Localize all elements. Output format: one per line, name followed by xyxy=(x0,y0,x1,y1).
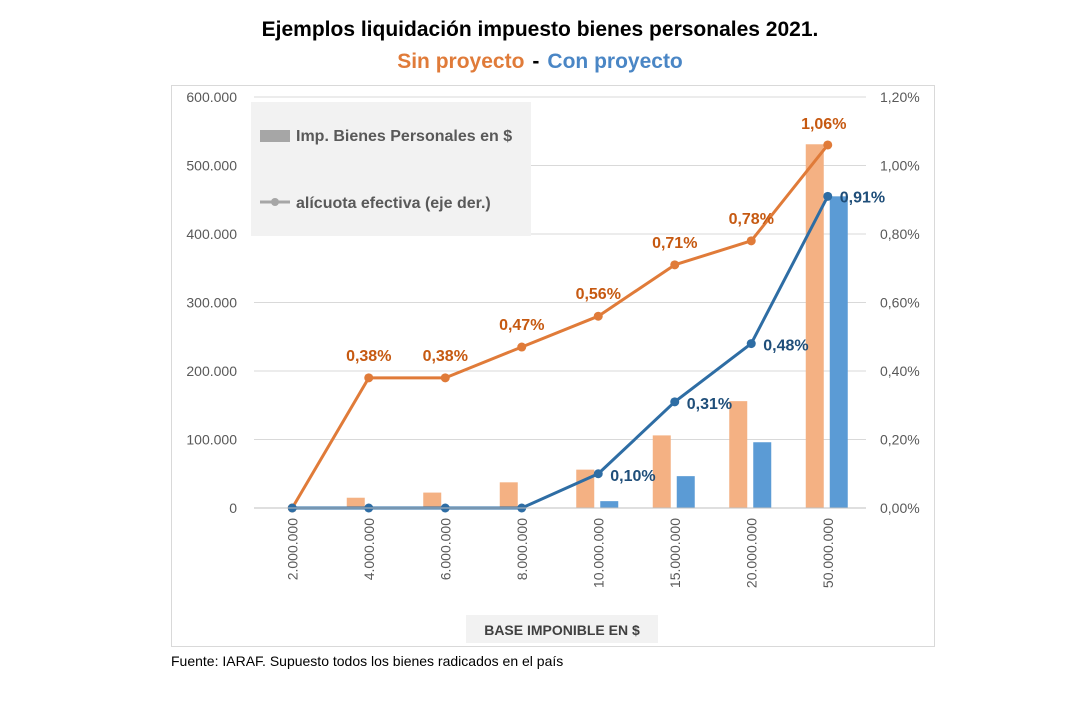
y-right-tick-label: 1,00% xyxy=(880,158,920,174)
point-con-proyecto xyxy=(823,191,833,201)
y-left-tick-label: 200.000 xyxy=(186,363,237,379)
point-sin-proyecto xyxy=(517,342,527,352)
data-label-con-proyecto: 0,31% xyxy=(687,396,732,413)
data-label-sin-proyecto: 0,78% xyxy=(729,211,774,228)
chart-title: Ejemplos liquidación impuesto bienes per… xyxy=(261,18,819,41)
data-label-sin-proyecto: 0,47% xyxy=(499,317,544,334)
bar-sin-proyecto xyxy=(652,435,671,508)
x-tick-label: 6.000.000 xyxy=(437,518,453,580)
legend-line-marker xyxy=(271,198,279,206)
y-right-tick-label: 0,00% xyxy=(880,500,920,516)
legend-label-bar: Imp. Bienes Personales en $ xyxy=(296,128,512,145)
data-label-con-proyecto: 0,10% xyxy=(610,468,655,485)
bar-sin-proyecto xyxy=(805,144,824,508)
point-sin-proyecto xyxy=(593,311,603,321)
y-right-tick-label: 0,40% xyxy=(880,363,920,379)
y-left-tick-label: 0 xyxy=(229,500,237,516)
point-con-proyecto xyxy=(746,339,756,349)
chart-subtitle: Sin proyecto - Con proyecto xyxy=(0,50,1080,74)
subtitle-con-proyecto: Con proyecto xyxy=(547,50,683,73)
x-axis-title-bg xyxy=(466,615,658,643)
bar-sin-proyecto xyxy=(576,469,595,508)
y-right-tick-label: 0,60% xyxy=(880,295,920,311)
bar-con-proyecto xyxy=(753,442,772,508)
y-right-tick-label: 1,20% xyxy=(880,89,920,105)
y-right-tick-label: 0,80% xyxy=(880,226,920,242)
point-con-proyecto xyxy=(670,397,680,407)
y-left-tick-label: 100.000 xyxy=(186,432,237,448)
line-sin-proyecto xyxy=(290,144,829,509)
bar-sin-proyecto xyxy=(499,482,518,508)
bar-con-proyecto xyxy=(676,476,695,508)
bar-sin-proyecto xyxy=(423,492,442,508)
y-right-tick-label: 0,20% xyxy=(880,432,920,448)
bar-sin-proyecto xyxy=(729,401,748,508)
x-tick-label: 50.000.000 xyxy=(820,518,836,588)
legend-label-line: alícuota efectiva (eje der.) xyxy=(296,195,491,212)
data-label-con-proyecto: 0,48% xyxy=(763,338,808,355)
bar-con-proyecto xyxy=(829,196,848,508)
y-left-tick-label: 600.000 xyxy=(186,89,237,105)
x-tick-label: 8.000.000 xyxy=(514,518,530,580)
subtitle-separator: - xyxy=(532,50,540,73)
point-sin-proyecto xyxy=(746,236,756,246)
y-left-tick-label: 400.000 xyxy=(186,226,237,242)
data-label-sin-proyecto: 0,38% xyxy=(423,348,468,365)
x-axis-title: BASE IMPONIBLE EN $ xyxy=(484,622,640,638)
bar-sin-proyecto xyxy=(346,497,365,508)
point-sin-proyecto xyxy=(364,373,374,383)
x-tick-label: 4.000.000 xyxy=(361,518,377,580)
data-label-sin-proyecto: 0,38% xyxy=(346,348,391,365)
source-note: Fuente: IARAF. Supuesto todos los bienes… xyxy=(171,653,564,669)
subtitle-sin-proyecto: Sin proyecto xyxy=(397,50,525,73)
y-left-tick-label: 500.000 xyxy=(186,158,237,174)
data-label-sin-proyecto: 0,56% xyxy=(576,286,621,303)
point-sin-proyecto xyxy=(670,260,680,270)
point-sin-proyecto xyxy=(823,140,833,150)
legend-bar-swatch xyxy=(260,130,290,142)
bar-con-proyecto xyxy=(600,501,619,508)
y-left-tick-label: 300.000 xyxy=(186,295,237,311)
point-con-proyecto xyxy=(593,469,603,479)
x-tick-label: 20.000.000 xyxy=(743,518,759,588)
chart-frame xyxy=(171,85,935,647)
x-tick-label: 15.000.000 xyxy=(667,518,683,588)
point-sin-proyecto xyxy=(440,373,450,383)
legend-box xyxy=(251,102,531,236)
x-tick-label: 10.000.000 xyxy=(590,518,606,588)
data-label-sin-proyecto: 0,71% xyxy=(652,235,697,252)
x-tick-label: 2.000.000 xyxy=(284,518,300,580)
data-label-sin-proyecto: 1,06% xyxy=(801,116,846,133)
data-label-con-proyecto: 0,91% xyxy=(840,189,885,206)
